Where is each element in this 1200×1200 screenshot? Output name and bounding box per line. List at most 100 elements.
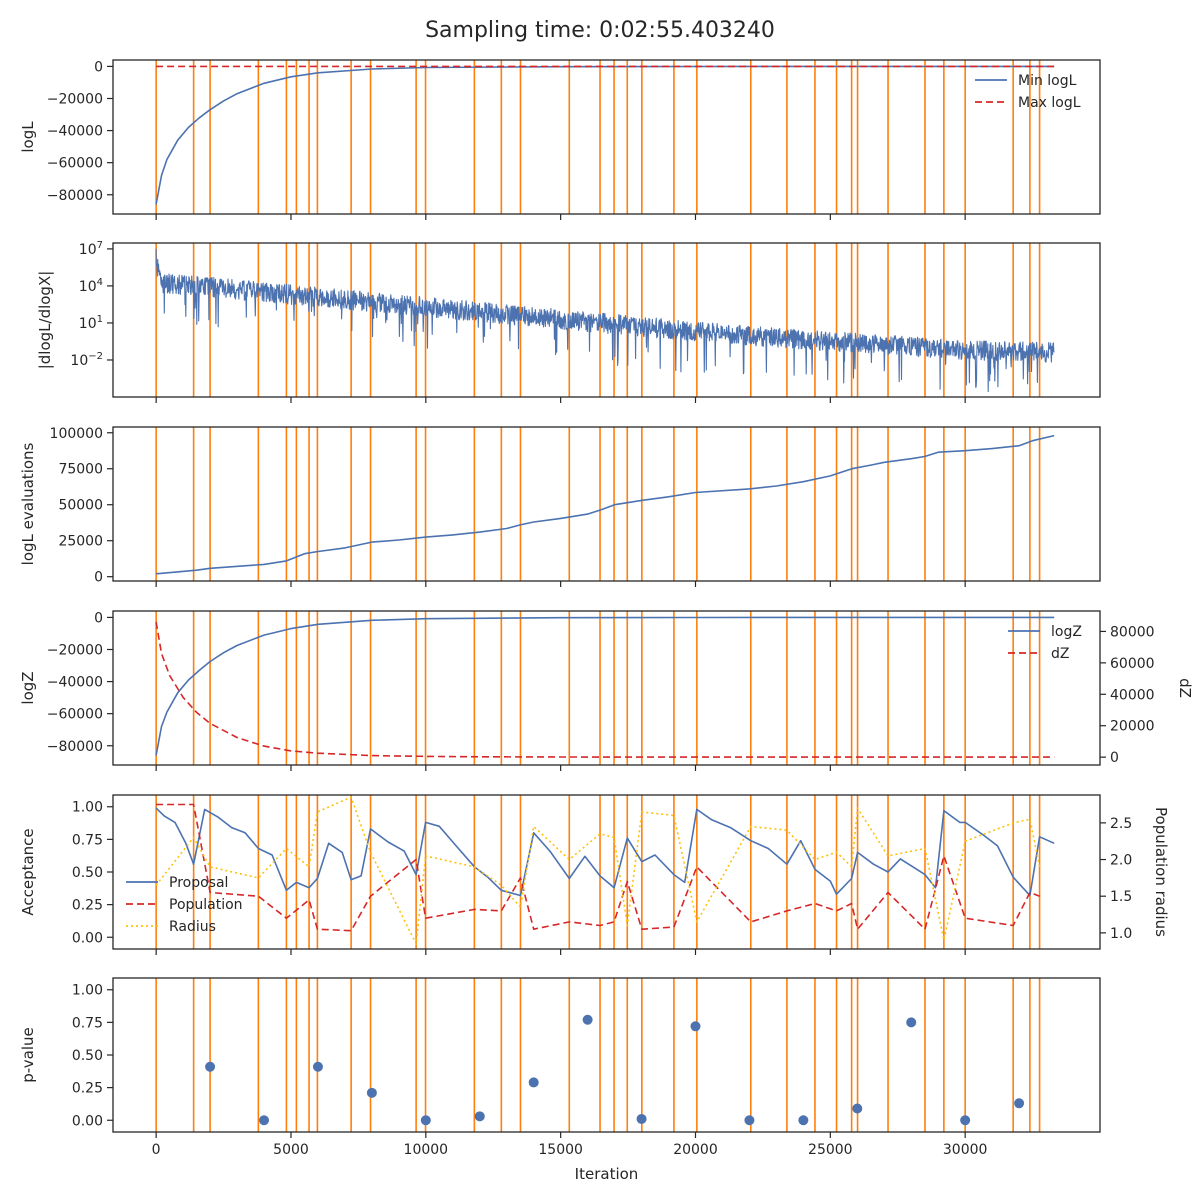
- y-tick-label: 0.75: [72, 832, 103, 848]
- axes-frame: [112, 59, 1101, 215]
- plot-area: [155, 60, 1055, 214]
- legend-label: dZ: [1051, 646, 1069, 662]
- figure-title: Sampling time: 0:02:55.403240: [425, 18, 775, 43]
- y2-tick-label: 20000: [1110, 719, 1155, 735]
- y-tick-label: 0.25: [72, 1081, 103, 1097]
- pvalue-point: [690, 1021, 701, 1032]
- x-tick-label: 10000: [404, 1142, 449, 1158]
- series-evals: [156, 434, 1055, 575]
- y-axis-label: p-value: [19, 1027, 37, 1083]
- y-tick-label: 107: [79, 240, 103, 258]
- pvalue-point: [1014, 1098, 1025, 1109]
- series-proposal: [155, 807, 1055, 897]
- legend-label: logZ: [1051, 624, 1082, 640]
- plot-area: [155, 427, 1055, 581]
- y-tick-label: 0.00: [72, 930, 103, 946]
- y-tick-label: −20000: [47, 92, 103, 108]
- pvalue-point: [205, 1061, 216, 1072]
- axes-frame: [112, 794, 1101, 950]
- plot-area: [155, 795, 1055, 949]
- series-dlogL: [155, 248, 1055, 393]
- axes-frame: [112, 426, 1101, 582]
- pvalue-point: [744, 1115, 755, 1126]
- y-tick-label: 0.75: [72, 1015, 103, 1031]
- y-tick-label: 100000: [50, 426, 103, 442]
- pvalue-point: [852, 1103, 863, 1114]
- y2-axis-label: Population radius: [1152, 807, 1170, 937]
- panel-pvalue: 0.00 0.25 0.50 0.75 1.00 0 5000 10000 15000 20000…: [19, 977, 1101, 1158]
- y2-tick-label: 2.5: [1110, 816, 1132, 832]
- panel-logL: 0 −20000 −40000 −60000 −80000 logL Min logL Max…: [19, 59, 1101, 220]
- y-tick-label: −20000: [47, 643, 103, 659]
- y-axis-label: Acceptance: [19, 828, 37, 915]
- panel-logZ: 0 −20000 −40000 −60000 −80000 0 20000 40000 6000…: [19, 610, 1194, 771]
- pvalue-point: [528, 1077, 539, 1088]
- y-tick-label: 0.00: [72, 1113, 103, 1129]
- y2-axis-label: dZ: [1176, 678, 1194, 698]
- x-axis-label: Iteration: [575, 1165, 639, 1183]
- x-tick-label: 30000: [943, 1142, 988, 1158]
- y-axis-label: logL: [19, 121, 37, 153]
- series-dz: [155, 621, 1055, 758]
- legend-label: Min logL: [1018, 73, 1077, 89]
- series-population: [156, 803, 1040, 932]
- y-tick-label: 0: [94, 570, 103, 586]
- y-axis-label: |dlogL/dlogX|: [36, 271, 54, 370]
- x-tick-label: 15000: [538, 1142, 583, 1158]
- y-tick-label: 0.50: [72, 1048, 103, 1064]
- series-radius: [155, 796, 1041, 945]
- pvalue-point: [474, 1111, 485, 1122]
- panel-evals: 0 25000 50000 75000 100000 logL evaluations: [19, 426, 1101, 587]
- y-tick-label: 0: [94, 610, 103, 626]
- y2-tick-label: 1.5: [1110, 889, 1132, 905]
- y-tick-label: −80000: [47, 188, 103, 204]
- pvalue-point: [312, 1061, 323, 1072]
- y-tick-label: −60000: [47, 156, 103, 172]
- y-tick-label: −40000: [47, 124, 103, 140]
- y-tick-label: 25000: [58, 534, 103, 550]
- y-tick-label: 50000: [58, 498, 103, 514]
- y-axis-label: logL evaluations: [19, 442, 37, 565]
- axes-frame: [112, 242, 1101, 398]
- y-tick-label: −80000: [47, 739, 103, 755]
- y-axis-label: logZ: [19, 671, 37, 704]
- y-tick-label: 0.25: [72, 898, 103, 914]
- axes-frame: [112, 977, 1101, 1133]
- y2-tick-label: 40000: [1110, 687, 1155, 703]
- axes-frame: [112, 610, 1101, 766]
- y-tick-label: 104: [79, 277, 103, 295]
- pvalue-point: [636, 1113, 647, 1124]
- pvalue-point: [906, 1017, 917, 1028]
- pvalue-point: [366, 1087, 377, 1098]
- legend-label: Max logL: [1018, 95, 1081, 111]
- panel-dlogL: 107 104 101 10−2 |dlogL/dlogX|: [36, 240, 1101, 403]
- series-logz: [155, 616, 1055, 756]
- y-tick-label: −60000: [47, 707, 103, 723]
- y2-tick-label: 80000: [1110, 624, 1155, 640]
- x-tick-label: 20000: [673, 1142, 718, 1158]
- y-tick-label: 0.50: [72, 865, 103, 881]
- y-tick-label: 0: [94, 59, 103, 75]
- y-tick-label: 1.00: [72, 800, 103, 816]
- pvalue-point: [798, 1115, 809, 1126]
- plot-area: [155, 611, 1055, 765]
- legend-label: Proposal: [169, 875, 228, 891]
- legend-label: Population: [169, 897, 243, 913]
- y2-tick-label: 2.0: [1110, 853, 1132, 869]
- pvalue-point: [259, 1115, 270, 1126]
- y-tick-label: −40000: [47, 675, 103, 691]
- pvalue-point: [420, 1115, 431, 1126]
- x-tick-label: 0: [152, 1142, 161, 1158]
- y2-tick-label: 60000: [1110, 656, 1155, 672]
- plot-area: [155, 243, 1055, 397]
- x-tick-label: 5000: [273, 1142, 309, 1158]
- plot-area: [155, 978, 1041, 1132]
- y2-tick-label: 1.0: [1110, 926, 1132, 942]
- y-tick-label: 1.00: [72, 983, 103, 999]
- series-min-logl: [155, 65, 1055, 205]
- panel-acceptance: 0.00 0.25 0.50 0.75 1.00 1.0 1.5 2.0 2.5 Acceptan…: [19, 794, 1170, 955]
- pvalue-point: [960, 1115, 971, 1126]
- y-tick-label: 10−2: [70, 351, 103, 369]
